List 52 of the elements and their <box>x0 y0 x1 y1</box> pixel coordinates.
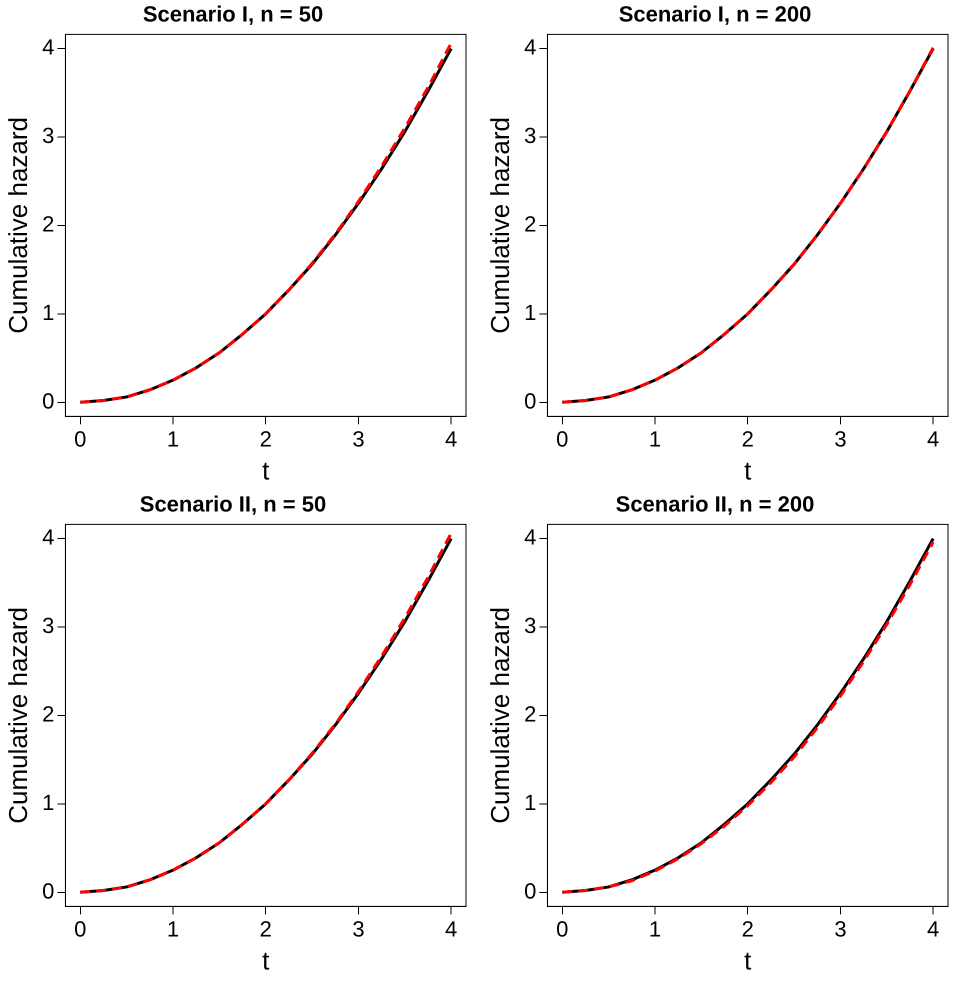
x-axis-title: t <box>744 456 752 486</box>
x-tick-label: 1 <box>166 916 180 942</box>
y-tick-label: 2 <box>42 211 54 236</box>
chart-title: Scenario II, n = 50 <box>140 491 326 516</box>
y-tick-label: 1 <box>524 790 536 815</box>
x-tick-label: 4 <box>927 426 940 452</box>
x-tick-label: 3 <box>352 916 365 942</box>
y-tick-label: 1 <box>42 790 54 815</box>
y-tick-label: 1 <box>42 300 54 325</box>
y-tick-label: 3 <box>524 613 536 638</box>
x-tick-label: 3 <box>834 426 847 452</box>
x-tick-label: 0 <box>556 916 568 942</box>
x-tick-label: 2 <box>742 916 754 942</box>
x-tick-label: 3 <box>834 916 847 942</box>
x-tick-label: 0 <box>556 426 568 452</box>
y-tick-label: 2 <box>524 211 536 236</box>
y-tick-label: 3 <box>524 123 536 148</box>
x-tick-label: 2 <box>260 426 272 452</box>
y-tick-label: 0 <box>524 878 536 904</box>
y-axis-title: Cumulative hazard <box>484 117 515 334</box>
x-axis-title: t <box>744 946 752 976</box>
x-axis-title: t <box>262 946 270 976</box>
x-tick-label: 0 <box>74 916 86 942</box>
y-tick-label: 4 <box>524 34 536 60</box>
chart-title: Scenario I, n = 50 <box>142 1 324 26</box>
y-axis-title: Cumulative hazard <box>484 607 515 824</box>
y-axis-title: Cumulative hazard <box>2 607 33 824</box>
x-tick-label: 4 <box>927 916 940 942</box>
y-tick-label: 4 <box>42 524 54 550</box>
x-tick-label: 4 <box>445 426 458 452</box>
x-tick-label: 1 <box>648 426 662 452</box>
chart-title: Scenario II, n = 200 <box>616 491 814 516</box>
y-tick-label: 0 <box>42 388 54 414</box>
x-tick-label: 0 <box>74 426 86 452</box>
x-tick-label: 2 <box>742 426 754 452</box>
x-axis-title: t <box>262 456 270 486</box>
x-tick-label: 4 <box>445 916 458 942</box>
x-tick-label: 2 <box>260 916 272 942</box>
chart-title: Scenario I, n = 200 <box>618 1 812 26</box>
y-tick-label: 0 <box>524 388 536 414</box>
y-tick-label: 2 <box>524 701 536 726</box>
y-tick-label: 2 <box>42 701 54 726</box>
y-tick-label: 4 <box>42 34 54 60</box>
x-tick-label: 1 <box>648 916 662 942</box>
y-tick-label: 1 <box>524 300 536 325</box>
y-axis-title: Cumulative hazard <box>2 117 33 334</box>
y-tick-label: 0 <box>42 878 54 904</box>
y-tick-label: 3 <box>42 613 54 638</box>
x-tick-label: 3 <box>352 426 365 452</box>
y-tick-label: 3 <box>42 123 54 148</box>
y-tick-label: 4 <box>524 524 536 550</box>
x-tick-label: 1 <box>166 426 180 452</box>
